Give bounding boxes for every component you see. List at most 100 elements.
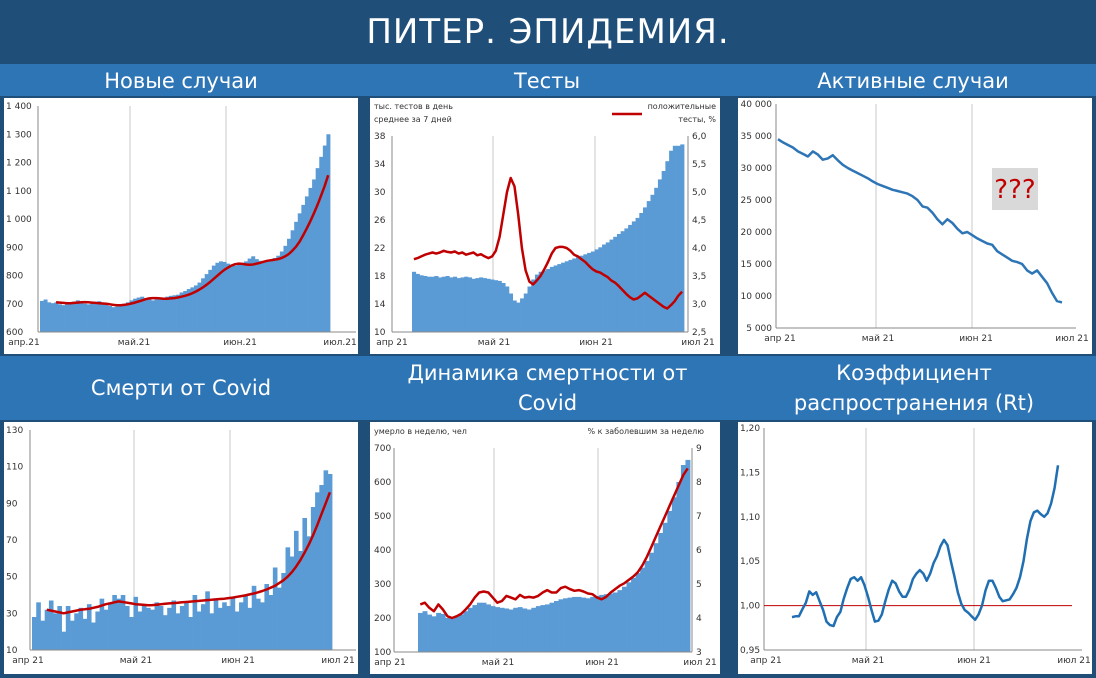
- bar: [620, 231, 625, 332]
- bar: [665, 161, 670, 332]
- bar: [147, 299, 152, 332]
- bar: [90, 303, 95, 332]
- bar: [557, 264, 562, 332]
- bar: [612, 592, 618, 652]
- bar: [445, 618, 451, 652]
- right-axis-label: % к заболевшим за неделю: [587, 427, 704, 436]
- bar: [48, 600, 54, 650]
- bar: [293, 530, 299, 650]
- y2-tick-label: 5: [696, 580, 702, 590]
- bar: [68, 302, 73, 332]
- top-band: [0, 64, 1096, 96]
- bar: [558, 599, 564, 652]
- chart-tests: 10 14 18 22 26 30 34 38 2,5 3,0 3,5 4,0 4,5 5,0 5,5 6,0…: [370, 98, 720, 354]
- chart-rt: 0,95 1,00 1,05 1,10 1,15 1,20 апр 21 май 21 июн …: [738, 422, 1092, 674]
- bar: [192, 595, 198, 650]
- y2-tick-label: 4,5: [692, 216, 706, 226]
- y-tick-label: 70: [6, 536, 18, 546]
- bar: [211, 265, 216, 332]
- bar: [65, 606, 71, 650]
- bar: [133, 298, 138, 332]
- bar: [456, 278, 461, 332]
- bar: [531, 279, 536, 332]
- bar: [70, 620, 75, 650]
- bar: [236, 264, 241, 332]
- bar: [449, 277, 454, 332]
- bar: [306, 536, 312, 650]
- bar: [302, 518, 308, 650]
- bar: [567, 597, 573, 652]
- bar: [326, 134, 331, 332]
- bar: [272, 567, 278, 650]
- bar: [44, 609, 50, 650]
- bar: [247, 607, 253, 650]
- y-tick-label: 38: [374, 132, 386, 142]
- bar: [86, 604, 92, 650]
- bar: [251, 256, 256, 332]
- y-tick-label: 300: [374, 580, 391, 590]
- bar: [97, 301, 102, 332]
- bar: [669, 150, 674, 332]
- bar: [646, 201, 651, 332]
- bar: [222, 261, 227, 332]
- bar: [61, 305, 66, 332]
- y-tick-label: 1 200: [6, 159, 32, 169]
- y-tick-label: 0,95: [740, 646, 760, 656]
- bar: [260, 602, 265, 650]
- bar: [440, 613, 446, 652]
- y-tick-label: 130: [6, 426, 23, 436]
- x-tick-label: май 21: [482, 658, 514, 668]
- bar: [602, 244, 607, 332]
- bar: [594, 595, 600, 652]
- x-tick-label: июн 21: [221, 656, 255, 666]
- bar: [108, 306, 113, 332]
- panel-title-rt: Коэффициент распространения (Rt): [793, 361, 1035, 415]
- x-tick-label: май 21: [852, 656, 884, 666]
- y-tick-label: 25 000: [741, 196, 773, 206]
- y-tick-label: 200: [374, 614, 391, 624]
- bar: [590, 596, 596, 652]
- bar: [122, 303, 127, 332]
- bar: [685, 459, 691, 652]
- bar: [635, 573, 641, 652]
- y-tick-label: 20 000: [741, 228, 773, 238]
- series-line-pct: [419, 467, 689, 620]
- bar: [319, 485, 324, 650]
- bar: [603, 594, 609, 652]
- bar: [527, 286, 532, 332]
- bar: [661, 171, 666, 332]
- y-tick-label: 50: [6, 573, 18, 583]
- bar: [308, 187, 313, 332]
- bar: [431, 616, 437, 652]
- bar: [172, 295, 177, 332]
- y-tick-label: 10: [6, 646, 18, 656]
- bar: [598, 247, 603, 332]
- bar: [294, 221, 299, 332]
- bar: [546, 269, 551, 332]
- bar: [526, 609, 532, 652]
- bar: [563, 598, 568, 652]
- bar: [624, 228, 629, 332]
- bar: [161, 297, 166, 332]
- bar: [635, 217, 640, 332]
- bar: [100, 302, 105, 332]
- x-tick-label: апр 21: [374, 658, 405, 668]
- bar: [583, 254, 588, 332]
- bar: [290, 230, 295, 332]
- bar: [272, 257, 277, 332]
- bar: [215, 262, 220, 332]
- left-axis-label: тыс. тестов в день: [374, 102, 453, 111]
- bar: [57, 304, 62, 332]
- bar: [508, 293, 514, 332]
- bar: [74, 613, 79, 650]
- bar: [171, 600, 177, 650]
- bar: [640, 567, 646, 652]
- bar: [534, 274, 540, 332]
- chart-mortality: 100 200 300 400 500 600 700 3 4 5 6 7 8 9 апр 21 май 21…: [370, 422, 720, 674]
- y-tick-label: 100: [374, 648, 391, 658]
- bar: [672, 145, 677, 332]
- bar: [179, 292, 184, 332]
- bar: [289, 556, 295, 650]
- bar: [188, 617, 193, 650]
- bar: [631, 221, 636, 332]
